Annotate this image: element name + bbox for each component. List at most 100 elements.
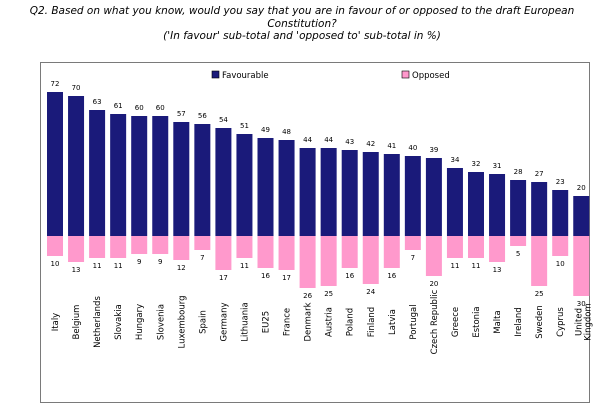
category-labels: Italy Belgium Netherlands Slovakia Hungary Sl… [51, 289, 594, 354]
value-label-favourable: 49 [261, 126, 270, 134]
value-label-opposed: 25 [535, 290, 544, 298]
value-label-favourable: 60 [135, 104, 144, 112]
bar-favourable [320, 148, 337, 236]
value-label-opposed: 7 [200, 254, 204, 262]
bar-favourable [89, 110, 106, 236]
bar-favourable [446, 168, 463, 236]
value-label-opposed: 11 [450, 262, 459, 270]
legend-label-favourable: Favourable [222, 71, 269, 81]
value-label-opposed: 30 [577, 300, 586, 308]
bar-opposed [341, 236, 358, 268]
bar-opposed [173, 236, 190, 260]
chart-title-text: Q2. Based on what you know, would you sa… [29, 5, 575, 30]
value-label-opposed: 17 [219, 274, 228, 282]
bar-favourable [68, 96, 85, 236]
value-label-favourable: 56 [198, 112, 207, 120]
value-label-favourable: 31 [493, 162, 502, 170]
category-label: Poland [346, 308, 356, 336]
value-label-opposed: 13 [72, 266, 81, 274]
legend-swatch-favourable [211, 70, 220, 79]
value-label-opposed: 11 [114, 262, 123, 270]
category-label: Malta [493, 310, 503, 333]
bar-favourable [173, 122, 190, 236]
bar-favourable [47, 92, 63, 236]
bar-opposed [468, 236, 484, 258]
value-label-favourable: 41 [387, 142, 396, 150]
category-label: Belgium [72, 305, 82, 340]
chart-subtitle: ('In favour' sub-total and 'opposed to' … [163, 30, 441, 42]
category-label: Czech Republic [430, 289, 440, 354]
bar-favourable [194, 124, 211, 236]
value-label-opposed: 13 [493, 266, 502, 274]
chart-frame [40, 62, 590, 403]
bar-opposed [131, 236, 148, 254]
value-label-opposed: 20 [429, 280, 438, 288]
value-label-opposed: 5 [516, 250, 520, 258]
bar-favourable [215, 128, 232, 236]
bar-favourable [152, 116, 169, 236]
category-label: Lithuania [240, 302, 250, 341]
bar-opposed [531, 236, 548, 286]
value-label-opposed: 25 [324, 290, 333, 298]
value-label-favourable: 54 [219, 116, 228, 124]
category-label: Portugal [409, 304, 419, 339]
category-label: Finland [367, 307, 377, 337]
category-label: Germany [219, 302, 229, 341]
value-label-opposed: 11 [93, 262, 102, 270]
value-label-opposed: 16 [345, 272, 354, 280]
bar-opposed [489, 236, 506, 262]
category-label: Austria [325, 307, 335, 337]
category-label: Ireland [514, 307, 524, 336]
value-labels: 7210701363116111609609571256754175111491… [51, 80, 586, 308]
value-label-favourable: 70 [72, 84, 81, 92]
bar-favourable [425, 158, 442, 236]
value-label-favourable: 44 [324, 136, 333, 144]
value-label-favourable: 44 [303, 136, 312, 144]
value-label-opposed: 16 [261, 272, 270, 280]
category-label: Netherlands [93, 296, 103, 348]
bar-opposed [320, 236, 337, 286]
value-label-opposed: 17 [282, 274, 291, 282]
bar-opposed [362, 236, 379, 284]
bar-favourable [299, 148, 316, 236]
value-label-favourable: 23 [556, 178, 565, 186]
value-label-favourable: 57 [177, 110, 186, 118]
category-label: Greece [451, 307, 461, 337]
value-label-opposed: 11 [240, 262, 249, 270]
value-label-opposed: 11 [472, 262, 481, 270]
category-label: Cyprus [556, 307, 566, 337]
value-label-favourable: 63 [93, 98, 102, 106]
bar-favourable [131, 116, 148, 236]
category-label: Denmark [304, 302, 314, 341]
value-label-favourable: 20 [577, 184, 586, 192]
bar-opposed [510, 236, 527, 246]
bar-opposed [257, 236, 274, 268]
category-label: Italy [51, 313, 61, 331]
category-label: Luxembourg [177, 296, 187, 349]
bar-favourable [236, 134, 253, 236]
bar-opposed [152, 236, 169, 254]
value-label-opposed: 12 [177, 264, 186, 272]
category-label: Sweden [535, 305, 545, 339]
category-label: Estonia [472, 306, 482, 337]
bar-favourable [383, 154, 400, 236]
chart-title: Q2. Based on what you know, would you sa… [0, 5, 604, 43]
category-label: Hungary [135, 304, 145, 340]
value-label-favourable: 61 [114, 102, 123, 110]
value-label-opposed: 10 [556, 260, 565, 268]
category-label: Slovakia [114, 304, 124, 340]
value-label-opposed: 9 [158, 258, 162, 266]
bar-opposed [89, 236, 106, 258]
bar-opposed [446, 236, 463, 258]
value-label-favourable: 72 [51, 80, 60, 88]
bars [47, 92, 590, 296]
bar-opposed [47, 236, 63, 256]
legend-swatch-opposed [401, 70, 410, 79]
value-label-favourable: 51 [240, 122, 249, 130]
bar-opposed [278, 236, 295, 270]
bar-favourable [110, 114, 127, 236]
value-label-opposed: 24 [366, 288, 375, 296]
bar-favourable [257, 138, 274, 236]
value-label-favourable: 43 [345, 138, 354, 146]
